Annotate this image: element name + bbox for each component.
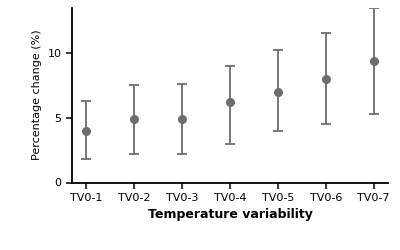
X-axis label: Temperature variability: Temperature variability bbox=[148, 208, 312, 222]
Y-axis label: Percentage change (%): Percentage change (%) bbox=[32, 30, 42, 160]
